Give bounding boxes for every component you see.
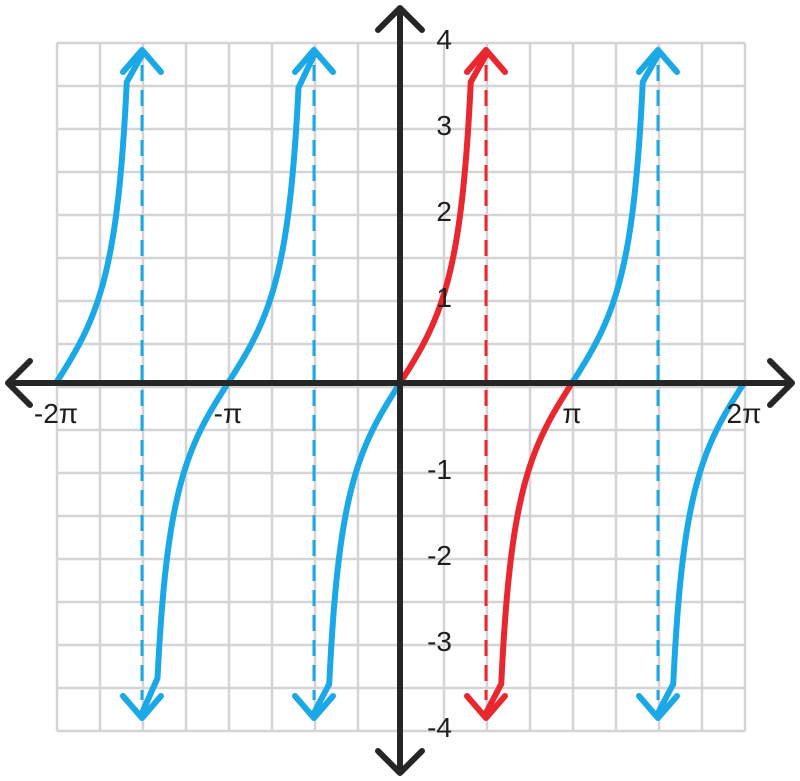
asymptotes <box>140 65 660 700</box>
y-axis-arrow-up <box>375 5 425 33</box>
y-tick-label: 3 <box>436 110 452 141</box>
x-tick-label: π <box>562 398 581 429</box>
x-tick-label: -2π <box>34 398 78 429</box>
tangent-branch <box>311 380 403 716</box>
y-tick-label: 2 <box>436 196 452 227</box>
y-tick-label: -2 <box>427 540 452 571</box>
axes <box>5 5 795 776</box>
tangent-branch <box>53 52 145 386</box>
x-tick-label: 2π <box>727 398 762 429</box>
curve-arrowhead <box>636 47 681 75</box>
y-tick-label: 4 <box>436 24 452 55</box>
tangent-branch <box>483 380 575 716</box>
x-axis-arrow-left <box>5 358 33 408</box>
y-axis-arrow-down <box>375 748 425 776</box>
x-axis-arrow-right <box>767 358 795 408</box>
curve-arrowhead <box>636 693 681 721</box>
x-tick-label: -π <box>214 398 243 429</box>
y-tick-label: -1 <box>427 454 452 485</box>
curve-arrowhead <box>464 47 508 75</box>
tick-labels: -2π -π π 2π 4 3 2 1 -1 -2 -3 -4 <box>34 24 762 743</box>
curve-arrowhead <box>292 693 336 721</box>
y-tick-label: 1 <box>436 282 452 313</box>
y-tick-label: -4 <box>427 712 452 743</box>
curve-arrowhead <box>119 47 164 75</box>
tangent-branch <box>569 52 661 386</box>
y-tick-label: -3 <box>427 626 452 657</box>
curve-arrowhead <box>292 47 336 75</box>
curve-arrowhead <box>119 693 164 721</box>
tangent-branch <box>397 52 489 386</box>
tangent-branch <box>655 380 747 716</box>
curve-arrowhead <box>464 693 508 721</box>
